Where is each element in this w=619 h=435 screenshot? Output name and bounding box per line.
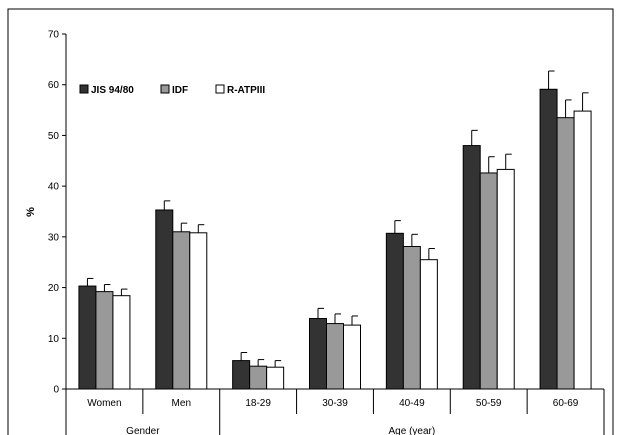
- x-tick-label: 50-59: [476, 398, 502, 409]
- y-tick-label: 70: [48, 30, 60, 41]
- bar: [385, 232, 404, 390]
- legend-swatch: [79, 84, 89, 94]
- legend-label: JIS 94/80: [91, 85, 134, 96]
- legend-swatch: [215, 84, 225, 94]
- x-tick-label: Women: [87, 398, 121, 409]
- bar: [462, 145, 481, 390]
- bar: [556, 117, 575, 390]
- bar: [266, 366, 285, 390]
- bar: [539, 88, 558, 390]
- bar: [95, 291, 114, 390]
- bar: [189, 232, 208, 390]
- bar: [496, 168, 515, 390]
- bar: [573, 110, 592, 390]
- bars-layer: [78, 70, 592, 390]
- x-tick-label: 30-39: [322, 398, 348, 409]
- y-tick-label: 50: [48, 131, 60, 142]
- y-tick-label: 30: [48, 232, 60, 243]
- group-label: Age (year): [389, 426, 436, 435]
- bar: [343, 324, 361, 390]
- bar: [232, 360, 251, 390]
- x-tick-label: 40-49: [399, 398, 425, 409]
- y-tick-label: 0: [53, 385, 59, 396]
- group-label: Gender: [126, 426, 160, 435]
- bar: [326, 323, 344, 390]
- y-tick-label: 10: [48, 334, 60, 345]
- legend-label: IDF: [172, 85, 188, 96]
- y-tick-label: 40: [48, 182, 60, 193]
- y-axis-label: %: [25, 207, 37, 217]
- bar: [112, 295, 131, 390]
- bar: [419, 259, 438, 390]
- bar: [309, 318, 327, 390]
- bar: [479, 172, 498, 390]
- x-tick-label: Men: [172, 398, 191, 409]
- y-tick-label: 20: [48, 283, 60, 294]
- bar: [249, 365, 268, 390]
- legend-label: R-ATPIII: [227, 85, 265, 96]
- bar: [78, 285, 97, 390]
- legend-swatch: [160, 84, 170, 94]
- chart-frame: [7, 8, 614, 435]
- x-tick-label: 60-69: [553, 398, 579, 409]
- legend: JIS 94/80 IDF R-ATPIII: [79, 84, 265, 96]
- bar: [402, 245, 421, 390]
- x-tick-label: 18-29: [245, 398, 271, 409]
- bar: [172, 231, 191, 390]
- y-tick-label: 60: [48, 80, 60, 91]
- bar: [155, 209, 174, 390]
